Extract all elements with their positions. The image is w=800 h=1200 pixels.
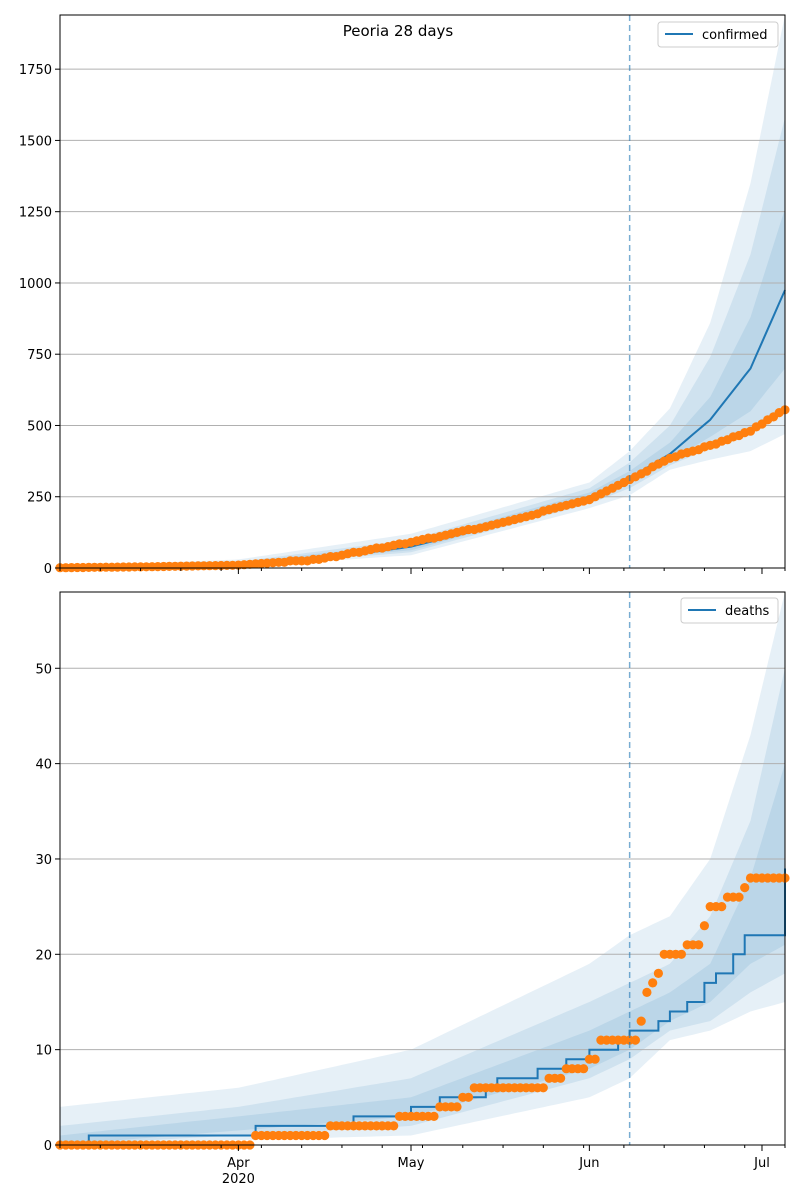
x-tick-label: Jul: [753, 1156, 770, 1171]
y-tick-label: 250: [27, 491, 52, 506]
observed-point: [717, 902, 727, 912]
band-outer: [60, 592, 785, 1145]
observed-point: [538, 1083, 548, 1093]
y-tick-label: 40: [35, 758, 52, 773]
legend-box: [657, 21, 779, 48]
band-middle: [60, 668, 785, 1145]
observed-point: [734, 892, 744, 902]
gridlines: [60, 68, 785, 498]
axis-ticks: 0 250 500 750 1000 1250 1500 1750: [19, 63, 786, 577]
y-tick-label: 20: [35, 948, 52, 963]
observed-point: [653, 968, 664, 979]
y-tick-label: 1250: [19, 206, 52, 221]
y-tick-label: 750: [27, 348, 52, 363]
observed-point: [676, 949, 687, 959]
y-tick-label: 0: [44, 1139, 52, 1154]
y-tick-label: 50: [35, 662, 52, 677]
observed-point: [740, 883, 750, 893]
x-tick-label: Jun: [578, 1156, 599, 1171]
observed-point: [648, 978, 658, 988]
x-tick-label: Apr: [227, 1156, 250, 1171]
observed-point: [694, 940, 704, 950]
legend-box: [680, 597, 779, 624]
y-tick-label: 500: [27, 419, 52, 434]
confirmed-panel: 0 250 500 750 1000 1250 1500 1750 Peoria 28 day…: [19, 14, 790, 577]
y-tick-label: 1000: [19, 277, 52, 292]
observed-point: [579, 1064, 589, 1074]
observed-point: [320, 1130, 330, 1141]
forecast-line: [60, 868, 786, 1146]
y-tick-label: 1750: [19, 63, 52, 78]
observed-point: [699, 921, 710, 931]
observed-points: [55, 405, 790, 573]
observed-point: [452, 1102, 462, 1112]
observed-point: [642, 987, 652, 998]
observed-point: [389, 1121, 399, 1131]
legend-label: deaths: [725, 604, 770, 619]
legend: deaths: [680, 597, 779, 624]
legend: confirmed: [657, 21, 779, 48]
observed-point: [429, 1111, 439, 1121]
x-tick-label: May: [398, 1156, 425, 1171]
observed-point: [556, 1073, 566, 1083]
observed-point: [463, 1092, 474, 1102]
title-group: Peoria 28 days: [343, 22, 454, 40]
chart-title: Peoria 28 days: [343, 22, 454, 40]
forecast-median-line: [60, 868, 786, 1146]
y-tick-label: 0: [44, 562, 52, 577]
observed-point: [590, 1054, 600, 1064]
observed-point: [636, 1016, 646, 1026]
legend-label: confirmed: [702, 28, 768, 43]
observed-point: [630, 1035, 641, 1045]
y-tick-label: 30: [35, 853, 52, 868]
y-tick-label: 1500: [19, 134, 52, 149]
y-tick-label: 10: [35, 1044, 52, 1059]
x-tick-sublabel: 2020: [222, 1172, 255, 1187]
